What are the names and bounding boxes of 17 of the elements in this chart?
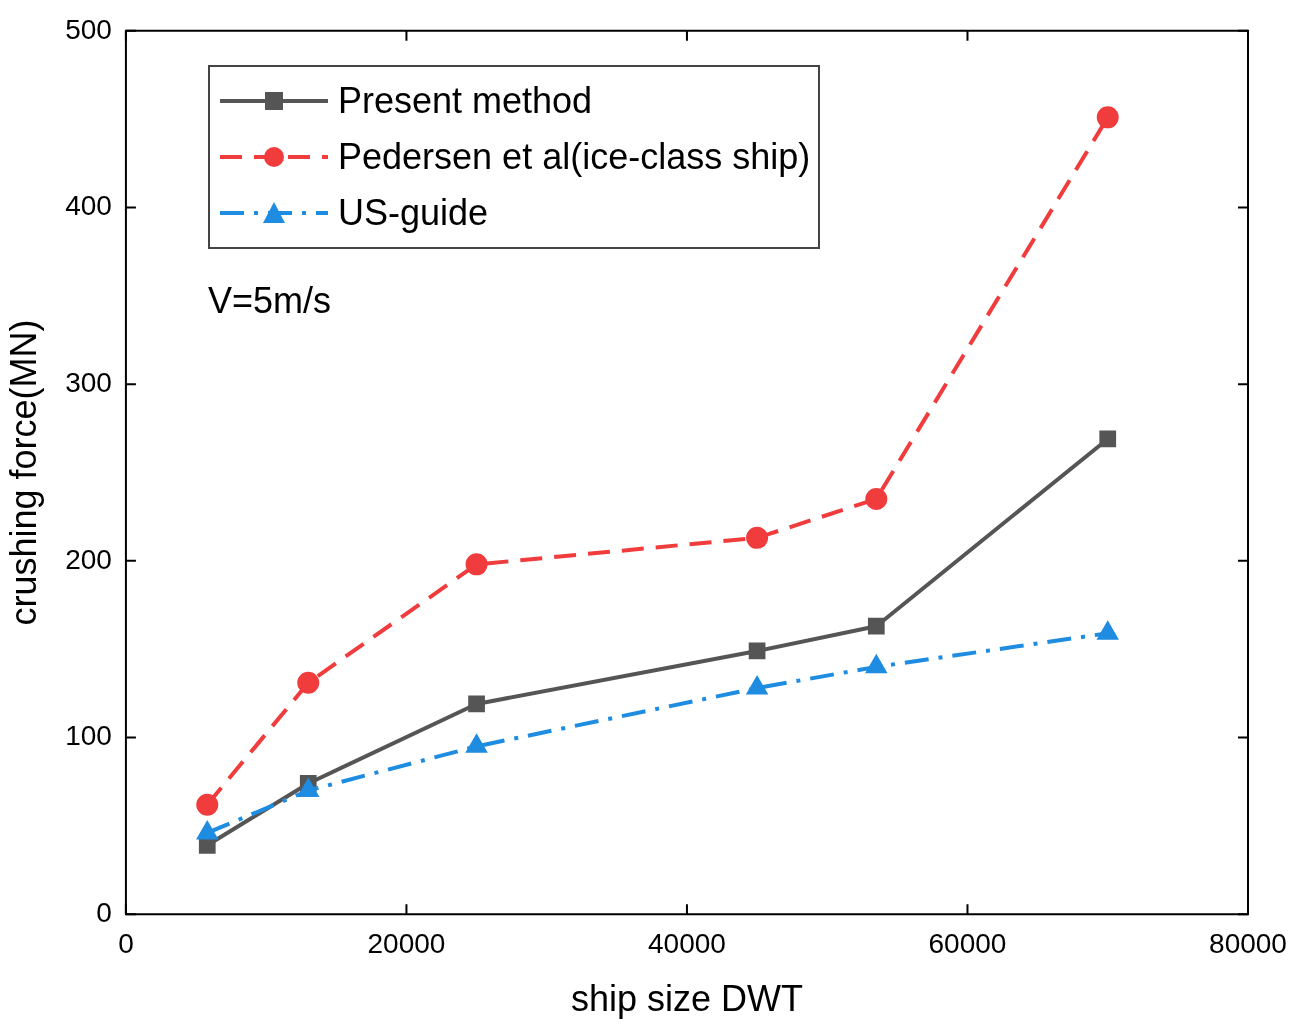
y-tick-label: 100: [65, 720, 112, 752]
x-tick-label: 0: [118, 927, 134, 959]
legend-label: US-guide: [338, 192, 489, 234]
annotation: V=5m/s: [207, 279, 331, 321]
y-tick-label: 0: [96, 896, 112, 928]
y-tick-label: 500: [65, 13, 112, 45]
legend-label: Pedersen et al(ice-class ship): [338, 136, 811, 178]
x-tick-label: 80000: [1209, 927, 1287, 959]
y-tick-label: 400: [65, 190, 112, 222]
y-tick-label: 200: [65, 543, 112, 575]
x-axis-title: ship size DWT: [570, 978, 803, 1020]
x-tick-label: 40000: [648, 927, 726, 959]
x-tick-label: 60000: [928, 927, 1007, 959]
legend-label: Present method: [338, 80, 593, 122]
x-tick-label: 20000: [367, 927, 446, 959]
y-axis-title: crushing force(MN): [2, 319, 44, 626]
y-tick-label: 300: [65, 366, 112, 398]
